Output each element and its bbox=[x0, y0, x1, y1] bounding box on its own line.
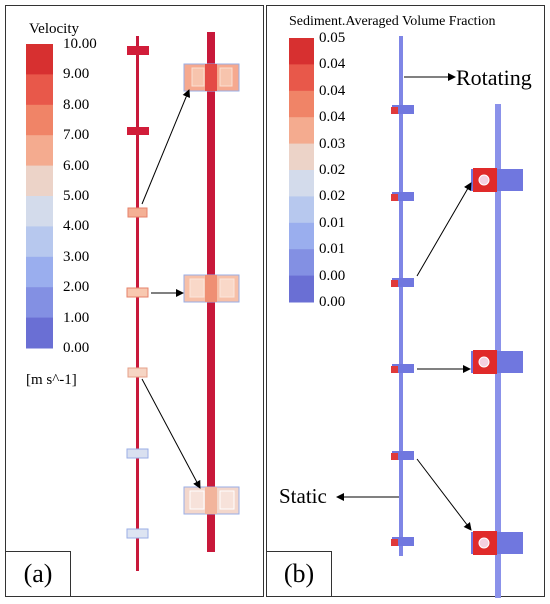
velocity-colorbar-color-1 bbox=[26, 74, 53, 106]
zoom-blocks-b bbox=[471, 168, 523, 555]
sediment-colorbar-tick-label: 0.02 bbox=[319, 162, 346, 178]
velocity-colorbar-tick-label: 1.00 bbox=[63, 309, 90, 326]
sediment-colorbar-color-9 bbox=[289, 275, 314, 303]
sediment-colorbar bbox=[289, 38, 314, 303]
velocity-colorbar-color-8 bbox=[26, 287, 53, 319]
velocity-colorbar-color-0 bbox=[26, 44, 53, 75]
sediment-colorbar-tick-label: 0.00 bbox=[319, 294, 346, 310]
velocity-colorbar-tick-label: 6.00 bbox=[63, 157, 90, 174]
velocity-colorbar-tick-label: 4.00 bbox=[63, 218, 90, 235]
sediment-colorbar-color-0 bbox=[289, 38, 314, 65]
velocity-colorbar-color-4 bbox=[26, 165, 53, 197]
sediment-colorbar-title: Sediment.Averaged Volume Fraction bbox=[289, 14, 496, 29]
shaft-blocks-b bbox=[391, 105, 414, 546]
velocity-diagram bbox=[26, 32, 240, 571]
zoom-block-a-top bbox=[183, 63, 240, 92]
velocity-unit-label: [m s^-1] bbox=[26, 372, 77, 388]
zoom-block-a-mid bbox=[183, 274, 240, 303]
velocity-colorbar-color-5 bbox=[26, 196, 53, 227]
shaft-block-a-1 bbox=[127, 46, 149, 55]
velocity-colorbar-tick-label: 5.00 bbox=[63, 188, 90, 204]
shaft-block-a-6 bbox=[126, 448, 149, 459]
arrow-b-3 bbox=[416, 458, 472, 531]
velocity-colorbar-tick-label: 9.00 bbox=[63, 66, 90, 83]
sediment-colorbar-tick-label: 0.03 bbox=[319, 135, 346, 152]
velocity-colorbar-color-6 bbox=[26, 226, 53, 258]
sediment-colorbar-tick-label: 0.01 bbox=[319, 214, 346, 231]
sediment-colorbar-color-8 bbox=[289, 249, 314, 277]
velocity-colorbar-tick-label: 8.00 bbox=[63, 96, 90, 113]
sediment-colorbar-color-6 bbox=[289, 196, 314, 224]
arrow-a-3 bbox=[141, 378, 201, 489]
sediment-colorbar-color-3 bbox=[289, 117, 314, 145]
velocity-colorbar-color-2 bbox=[26, 104, 53, 136]
sediment-colorbar-color-1 bbox=[289, 64, 314, 92]
panel-a-label: (a) bbox=[5, 551, 71, 597]
sediment-colorbar-tick-label: 0.04 bbox=[319, 56, 346, 73]
arrow-b-1 bbox=[416, 182, 472, 277]
velocity-colorbar bbox=[26, 44, 53, 349]
velocity-colorbar-tick-label: 3.00 bbox=[63, 248, 90, 265]
sediment-colorbar-tick-label: 0.02 bbox=[319, 188, 346, 205]
static-shaft-b bbox=[399, 36, 403, 556]
sediment-colorbar-tick-label: 0.01 bbox=[319, 241, 346, 258]
rotating-label: Rotating bbox=[456, 65, 532, 90]
shaft-block-a-7 bbox=[126, 528, 149, 539]
velocity-colorbar-color-3 bbox=[26, 135, 53, 167]
panel-a: Velocity bbox=[5, 5, 264, 597]
velocity-colorbar-tick-label: 10.00 bbox=[63, 36, 97, 52]
shaft-block-a-2 bbox=[127, 127, 149, 135]
velocity-colorbar-title: Velocity bbox=[29, 21, 79, 37]
velocity-colorbar-tick-label: 0.00 bbox=[63, 340, 90, 356]
sediment-colorbar-color-2 bbox=[289, 90, 314, 118]
sediment-colorbar-tick-label: 0.04 bbox=[319, 109, 346, 126]
sediment-colorbar-color-7 bbox=[289, 222, 314, 250]
shaft-block-a-3 bbox=[127, 207, 148, 218]
velocity-colorbar-color-9 bbox=[26, 317, 53, 349]
static-shaft-a bbox=[136, 36, 139, 571]
sediment-colorbar-tick-label: 0.05 bbox=[319, 30, 346, 46]
shaft-block-a-5 bbox=[127, 367, 148, 378]
velocity-colorbar-tick-label: 2.00 bbox=[63, 279, 90, 296]
panel-b: Sediment.Averaged Volume Fraction bbox=[266, 5, 545, 598]
panel-b-label: (b) bbox=[266, 551, 332, 597]
zoom-block-a-bottom bbox=[183, 486, 240, 515]
static-label: Static bbox=[279, 484, 327, 508]
velocity-colorbar-tick-label: 7.00 bbox=[63, 127, 90, 144]
shaft-block-a-4 bbox=[126, 287, 149, 298]
arrow-a-1 bbox=[141, 89, 191, 205]
sediment-colorbar-tick-label: 0.00 bbox=[319, 267, 346, 284]
sediment-colorbar-tick-label: 0.04 bbox=[319, 82, 346, 99]
sediment-colorbar-color-4 bbox=[289, 143, 314, 171]
velocity-colorbar-color-7 bbox=[26, 256, 53, 288]
sediment-diagram bbox=[289, 36, 523, 598]
sediment-colorbar-color-5 bbox=[289, 170, 314, 197]
